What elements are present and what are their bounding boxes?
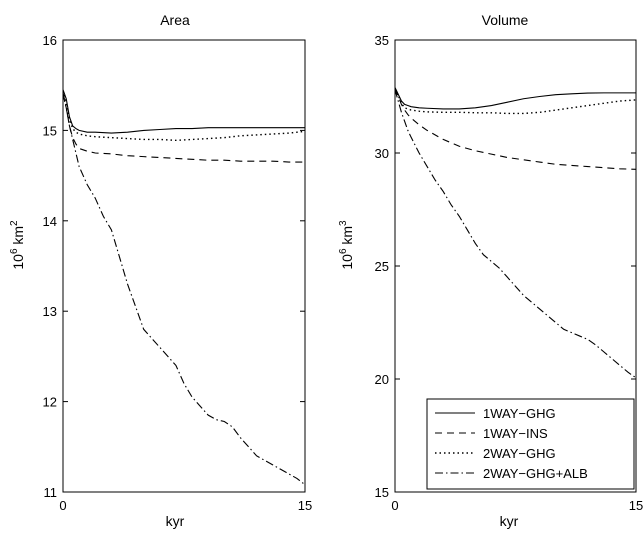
area-ytick-label: 13: [43, 304, 57, 319]
legend-label-2way-ghg-alb: 2WAY−GHG+ALB: [483, 466, 588, 481]
area-plot-frame: [62, 39, 306, 493]
volume-title: Volume: [482, 12, 529, 28]
volume-series-2way-ghg: [395, 88, 636, 115]
volume-legend: 1WAY−GHG 1WAY−INS 2WAY−GHG 2WAY−GHG+ALB: [426, 398, 635, 490]
area-xtick-label: 15: [298, 498, 312, 513]
volume-xtick-label: 15: [629, 498, 643, 513]
area-series-2way-ghg: [63, 90, 305, 142]
area-series-1way-ins: [63, 92, 305, 163]
area-ylabel: 106 km2: [9, 220, 26, 270]
volume-series-1way-ghg: [395, 87, 636, 110]
area-panel: Area kyr 106 km2 11 12 13 14 15 16 0 15: [9, 12, 312, 529]
area-ytick-label: 15: [43, 123, 57, 138]
volume-xlabel: kyr: [500, 513, 519, 529]
volume-ytick-label: 30: [375, 146, 389, 161]
volume-series-2way-ghg-alb: [395, 89, 636, 379]
volume-series-1way-ins: [395, 88, 636, 170]
area-ytick-label: 11: [44, 485, 58, 500]
volume-ytick-label: 25: [375, 259, 389, 274]
area-title: Area: [160, 12, 190, 28]
legend-label-2way-ghg: 2WAY−GHG: [483, 446, 556, 461]
volume-ytick-label: 35: [375, 33, 389, 48]
area-ytick-label: 14: [43, 214, 57, 229]
legend-box: [426, 398, 635, 490]
area-series-2way-ghg-alb: [63, 94, 305, 486]
volume-ylabel: 106 km3: [338, 220, 355, 270]
legend-label-1way-ghg: 1WAY−GHG: [483, 406, 556, 421]
area-series-1way-ghg: [63, 89, 305, 134]
volume-ytick-label: 20: [375, 372, 389, 387]
area-xtick-label: 0: [59, 498, 66, 513]
area-ytick-label: 12: [43, 395, 57, 410]
volume-xtick-label: 0: [391, 498, 398, 513]
area-xlabel: kyr: [166, 513, 185, 529]
area-ytick-label: 16: [43, 33, 57, 48]
volume-ytick-label: 15: [375, 485, 389, 500]
legend-label-1way-ins: 1WAY−INS: [483, 426, 548, 441]
